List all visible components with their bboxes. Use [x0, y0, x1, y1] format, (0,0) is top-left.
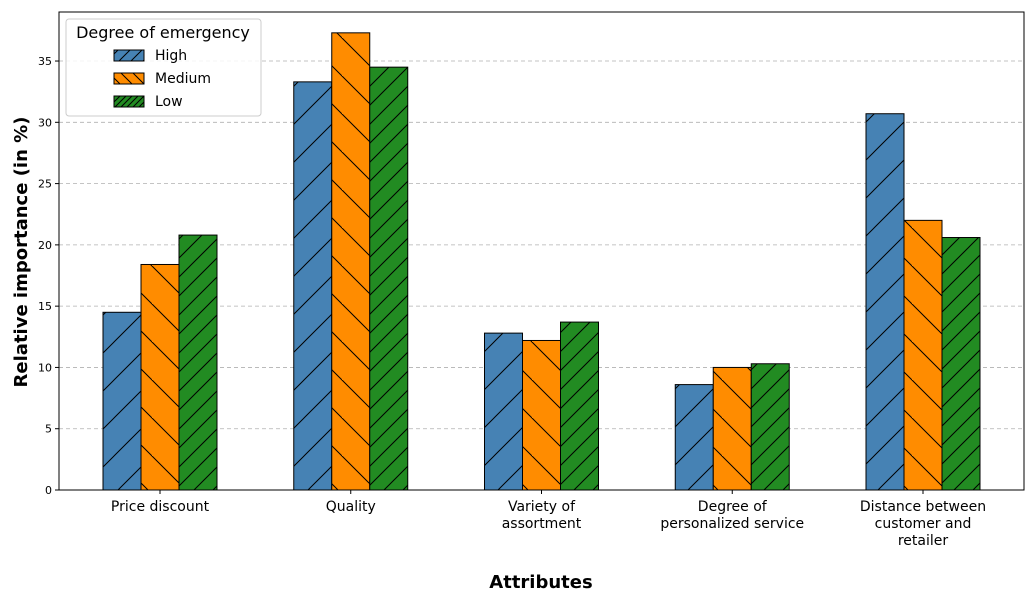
bar-medium [903, 219, 943, 491]
x-tick-label: Price discount [111, 499, 210, 515]
y-tick-label: 20 [38, 239, 52, 252]
bar-low [941, 237, 981, 491]
bar-low [560, 321, 599, 491]
x-tick-label: Quality [326, 499, 376, 515]
bar-medium [712, 366, 752, 491]
bar-high [102, 311, 142, 491]
legend-item-low: Low [113, 94, 183, 110]
y-tick-label: 15 [38, 300, 52, 313]
bar-high [674, 384, 714, 491]
bar-medium [522, 339, 561, 491]
legend-label: High [155, 48, 187, 64]
bar-low [369, 66, 409, 491]
tick-labels: 0 5 10 15 20 25 30 35 [38, 55, 59, 497]
y-tick-label: 10 [38, 361, 52, 374]
y-tick-label: 30 [38, 116, 52, 129]
bar-medium [140, 263, 180, 491]
bar-medium [331, 32, 371, 491]
bar-low [178, 234, 218, 491]
y-tick-label: 0 [45, 484, 52, 497]
legend-label: Low [155, 94, 183, 110]
legend: Degree of emergency High Medium Low [65, 18, 262, 117]
legend-item-high: High [113, 48, 187, 64]
y-tick-label: 25 [38, 178, 52, 191]
category-labels: Price discount Quality Variety of assortmen… [111, 490, 986, 549]
bar-high [293, 81, 333, 491]
bar-low [750, 363, 790, 491]
bar-high [865, 113, 905, 491]
y-tick-label: 35 [38, 55, 52, 68]
x-tick-label: Variety of assortment [502, 499, 582, 532]
legend-label: Medium [155, 71, 211, 87]
y-axis-title: Relative importance (in %) [11, 117, 32, 388]
bar-high [484, 332, 523, 491]
legend-frame [65, 18, 262, 117]
x-tick-label: Distance between customer and retailer [860, 499, 986, 549]
x-axis-title: Attributes [489, 572, 592, 591]
y-tick-label: 5 [45, 423, 52, 436]
bars [102, 32, 981, 491]
x-tick-label: Degree of personalized service [660, 499, 804, 532]
legend-item-medium: Medium [113, 71, 211, 87]
legend-title: Degree of emergency [76, 23, 250, 42]
